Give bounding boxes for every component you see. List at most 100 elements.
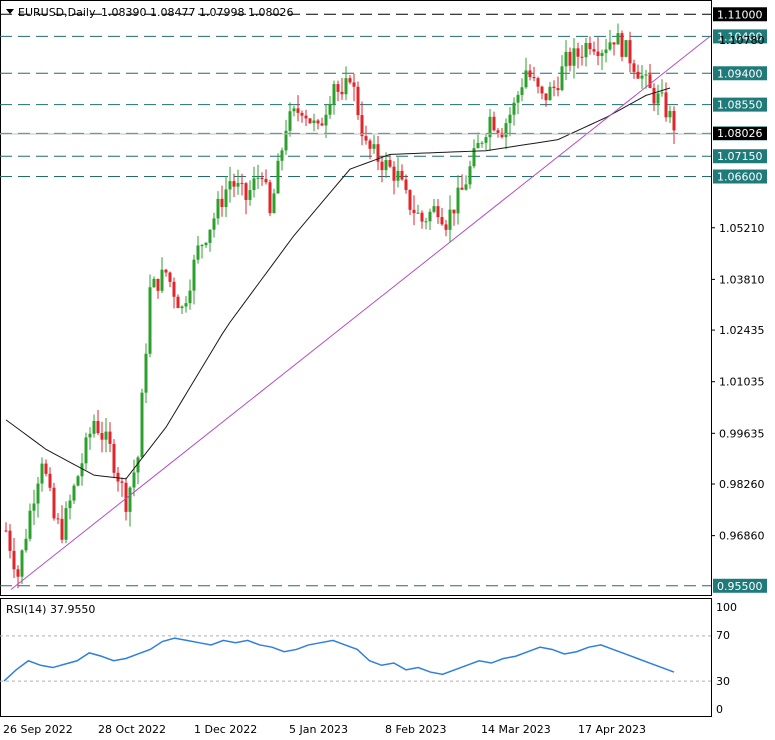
- candle-body: [156, 278, 160, 291]
- candle-body: [144, 353, 148, 393]
- candle-body: [148, 287, 152, 354]
- candle-body: [164, 269, 168, 273]
- candle-body: [404, 179, 408, 191]
- candle-body: [160, 269, 164, 291]
- candle-body: [432, 206, 436, 212]
- x-label: 26 Sep 2022: [3, 723, 73, 736]
- candle-body: [368, 140, 372, 149]
- candle-body: [416, 212, 420, 214]
- candle-body: [584, 43, 588, 58]
- candle-body: [32, 503, 36, 511]
- candle-body: [652, 88, 656, 104]
- candle-body: [648, 74, 652, 89]
- candle-body: [476, 142, 480, 149]
- candle-body: [540, 86, 544, 94]
- candle-body: [116, 472, 120, 482]
- candle-body: [508, 114, 512, 124]
- candle-body: [668, 110, 672, 118]
- candle-body: [360, 115, 364, 137]
- rsi-level-30: 30: [716, 675, 730, 688]
- candle-body: [236, 183, 240, 187]
- candle-body: [504, 123, 508, 138]
- x-label: 5 Jan 2023: [289, 723, 348, 736]
- candle-body: [284, 130, 288, 151]
- x-label: 17 Apr 2023: [578, 723, 646, 736]
- candle-body: [216, 198, 220, 219]
- candle-body: [312, 120, 316, 124]
- level-tag: [713, 29, 767, 44]
- candle-body: [376, 144, 380, 162]
- rsi-level-70: 70: [716, 629, 730, 642]
- candle-body: [20, 550, 24, 577]
- level-label: 0.95500: [717, 580, 763, 593]
- candle-body: [16, 569, 20, 577]
- candle-body: [640, 75, 644, 79]
- candle-body: [184, 303, 188, 307]
- candle-body: [276, 160, 280, 194]
- level-tag: [713, 169, 767, 184]
- candle-body: [180, 306, 184, 309]
- candle-body: [48, 473, 52, 488]
- candle-body: [372, 144, 376, 149]
- horizontal-levels[interactable]: [0, 13, 711, 587]
- candle-body: [132, 472, 136, 488]
- candle-body: [136, 457, 140, 473]
- candle-body: [340, 91, 344, 95]
- trendline[interactable]: [10, 36, 711, 590]
- rsi-level-lines: [0, 635, 711, 682]
- candle-body: [424, 221, 428, 223]
- candle-body: [232, 181, 236, 187]
- candle-body: [264, 179, 268, 183]
- candle-body: [320, 123, 324, 126]
- candle-body: [124, 482, 128, 512]
- candle-body: [208, 229, 212, 243]
- candle-body: [552, 86, 556, 89]
- candle-body: [632, 63, 636, 72]
- candle-body: [616, 33, 620, 45]
- price-tick-label: 0.99635: [719, 427, 765, 440]
- candle-body: [196, 245, 200, 260]
- price-tick-label: 0.96860: [719, 530, 765, 543]
- candle-body: [92, 420, 96, 434]
- candle-body: [336, 84, 340, 92]
- level-label: 1.10400: [717, 30, 763, 43]
- x-label: 1 Dec 2022: [194, 723, 257, 736]
- candle-body: [244, 183, 248, 200]
- candle-body: [228, 181, 232, 190]
- price-tick-label: 1.03810: [719, 273, 765, 286]
- candle-body: [120, 481, 124, 483]
- candle-body: [536, 78, 540, 87]
- hidden-level-label: 1.10780: [719, 34, 765, 47]
- level-label: 1.11000: [717, 8, 763, 21]
- candle-body: [596, 51, 600, 56]
- level-tag: [713, 578, 767, 593]
- level-tag: [713, 7, 767, 22]
- candle-body: [452, 209, 456, 214]
- level-label: 1.07150: [717, 150, 763, 163]
- dropdown-triangle-icon[interactable]: [6, 9, 14, 14]
- candle-body: [624, 40, 628, 57]
- candle-body: [248, 190, 252, 200]
- candle-body: [352, 82, 356, 87]
- candle-body: [204, 242, 208, 246]
- candle-body: [400, 170, 404, 180]
- price-tick-label: 1.01035: [719, 376, 765, 389]
- candle-body: [112, 443, 116, 473]
- candle-body: [4, 530, 8, 532]
- x-label: 8 Feb 2023: [385, 723, 446, 736]
- x-label: 28 Oct 2022: [98, 723, 166, 736]
- candle-body: [316, 120, 320, 124]
- candle-body: [444, 224, 448, 230]
- candle-body: [488, 116, 492, 138]
- price-tick-label: 1.02435: [719, 324, 765, 337]
- level-tag: [713, 66, 767, 81]
- level-tag: [713, 97, 767, 112]
- rsi-level-0: 0: [716, 703, 723, 716]
- candle-body: [84, 437, 88, 464]
- candle-body: [364, 136, 368, 141]
- candle-body: [580, 56, 584, 58]
- candle-body: [332, 84, 336, 104]
- candle-body: [612, 42, 616, 45]
- candle-body: [576, 48, 580, 57]
- candle-body: [108, 431, 112, 444]
